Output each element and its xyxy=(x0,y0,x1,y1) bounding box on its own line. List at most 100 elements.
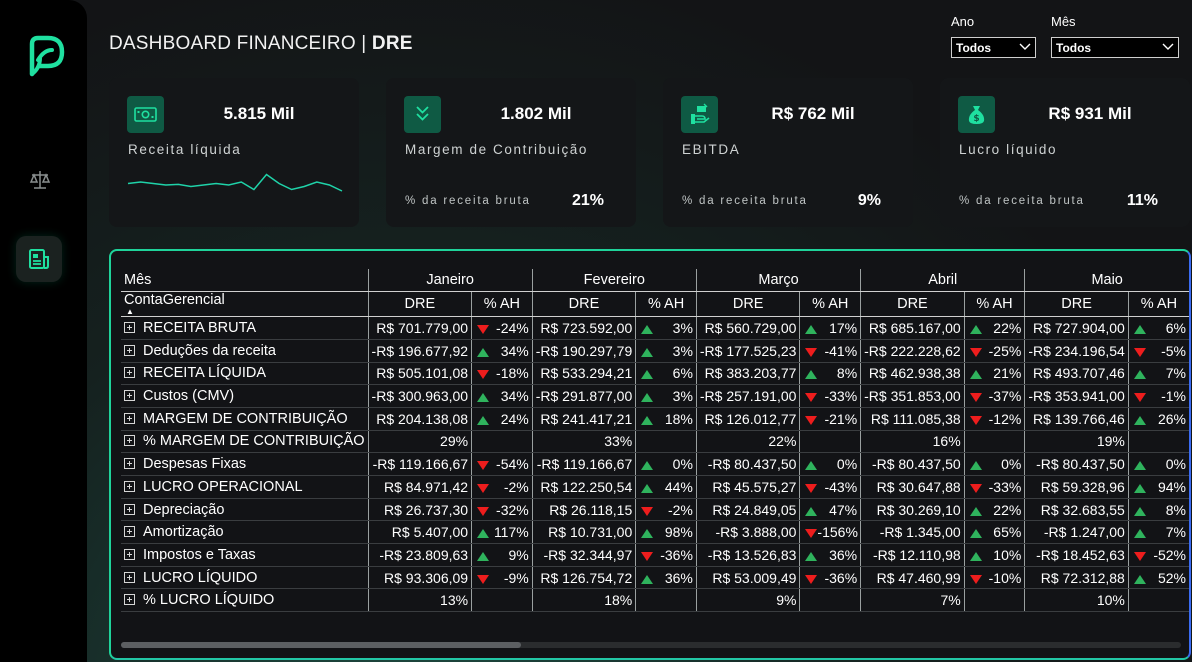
arrow-up-icon xyxy=(969,370,982,380)
ah-value-text: -54% xyxy=(496,456,529,473)
month-header[interactable]: Abril xyxy=(860,269,1025,293)
arrow-up-icon xyxy=(969,506,982,516)
dre-value-cell: -R$ 80.437,50 xyxy=(1024,452,1129,476)
expand-icon[interactable] xyxy=(124,458,135,470)
ah-value-cell xyxy=(799,588,861,613)
dre-matrix: Mês Janeiro Fevereiro Março Abril Maio Conta… xyxy=(121,269,1189,613)
month-header[interactable]: Março xyxy=(695,269,861,293)
column-header-dre[interactable]: DRE xyxy=(1024,291,1129,318)
sort-asc-icon[interactable]: ▲ xyxy=(126,307,134,317)
corner-header-conta[interactable]: ContaGerencial ▲ xyxy=(121,291,369,318)
ah-value-cell: -52% xyxy=(1127,543,1189,567)
ah-value-cell: 24% xyxy=(471,407,533,431)
ah-value-cell: 10% xyxy=(963,543,1025,567)
expand-icon[interactable] xyxy=(124,412,135,424)
dre-value-cell: R$ 30.647,88 xyxy=(860,475,965,499)
ah-value-cell xyxy=(963,430,1025,454)
dre-value-cell: R$ 533.294,21 xyxy=(531,362,636,386)
ah-value-cell: 65% xyxy=(963,520,1025,545)
expand-icon[interactable] xyxy=(124,367,135,379)
ah-value-cell: 44% xyxy=(635,475,697,499)
ah-value-text: 22% xyxy=(993,320,1022,337)
sidebar-item-report[interactable] xyxy=(16,236,62,282)
dre-value-cell: -R$ 291.877,00 xyxy=(531,384,636,408)
expand-icon[interactable] xyxy=(124,480,135,492)
scale-icon[interactable] xyxy=(28,168,52,192)
ah-value-cell xyxy=(471,588,533,613)
column-header-ah[interactable]: % AH xyxy=(799,291,861,318)
ah-value-cell: 21% xyxy=(963,362,1025,386)
arrow-down-icon xyxy=(1133,347,1146,357)
row-label: LUCRO OPERACIONAL xyxy=(121,475,369,499)
arrow-up-icon xyxy=(1133,325,1146,335)
dre-value-cell: R$ 59.328,96 xyxy=(1024,475,1129,499)
money-icon xyxy=(134,107,157,122)
expand-icon[interactable] xyxy=(124,390,135,402)
arrow-up-icon xyxy=(969,529,982,539)
column-header-ah[interactable]: % AH xyxy=(963,291,1025,318)
corner-header-mes[interactable]: Mês xyxy=(121,269,369,293)
column-header-dre[interactable]: DRE xyxy=(695,291,800,318)
arrow-down-icon xyxy=(477,461,490,471)
kpi-sub-label: % da receita bruta xyxy=(959,195,1085,207)
ah-value-cell: -156% xyxy=(799,520,861,545)
month-header[interactable]: Fevereiro xyxy=(531,269,697,293)
row-label-text: LUCRO LÍQUIDO xyxy=(143,569,258,586)
arrow-up-icon xyxy=(969,325,982,335)
dre-value-cell: 29% xyxy=(367,430,472,454)
ah-value-cell xyxy=(635,588,697,613)
dre-value-cell: 13% xyxy=(367,588,472,613)
ah-value-text: 65% xyxy=(993,524,1022,541)
row-label-text: Amortização xyxy=(143,524,224,541)
row-label: Despesas Fixas xyxy=(121,452,369,476)
horizontal-scrollbar[interactable] xyxy=(121,642,1181,648)
row-label-text: Depreciação xyxy=(143,501,225,518)
expand-icon[interactable] xyxy=(124,571,135,583)
arrow-up-icon xyxy=(641,529,654,539)
ah-value-text: -36% xyxy=(660,546,693,563)
row-label: Custos (CMV) xyxy=(121,384,369,408)
arrow-down-icon xyxy=(969,483,982,493)
chevrons-down-icon xyxy=(416,106,429,121)
expand-icon[interactable] xyxy=(124,526,135,538)
kpi-percent: 11% xyxy=(1126,192,1158,209)
column-header-ah[interactable]: % AH xyxy=(635,291,697,318)
ah-value-cell: -36% xyxy=(635,543,697,567)
ah-value-cell: -43% xyxy=(799,475,861,499)
column-header-dre[interactable]: DRE xyxy=(531,291,636,318)
expand-icon[interactable] xyxy=(124,548,135,560)
column-header-dre[interactable]: DRE xyxy=(860,291,965,318)
expand-icon[interactable] xyxy=(124,435,135,447)
column-header-ah[interactable]: % AH xyxy=(1127,291,1189,318)
expand-icon[interactable] xyxy=(124,594,135,606)
ah-value-cell: 0% xyxy=(635,452,697,476)
arrow-down-icon xyxy=(805,393,818,403)
dre-value-cell: R$ 505.101,08 xyxy=(367,362,472,386)
ah-value-text: 0% xyxy=(1001,456,1022,473)
ah-value-cell: 26% xyxy=(1127,407,1189,431)
ah-value-text: 7% xyxy=(1165,524,1186,541)
svg-text:$: $ xyxy=(973,114,979,124)
dre-value-cell: -R$ 222.228,62 xyxy=(860,339,965,363)
kpi-label: Receita líquida xyxy=(128,142,242,157)
column-header-dre[interactable]: DRE xyxy=(367,291,472,318)
ah-value-cell: 94% xyxy=(1127,475,1189,499)
table-row: Despesas Fixas -R$ 119.166,67 -54% -R$ 119.… xyxy=(121,452,1189,476)
kpi-sub-label: % da receita bruta xyxy=(682,195,808,207)
expand-icon[interactable] xyxy=(124,344,135,356)
ah-value-text: 6% xyxy=(672,365,693,382)
kpi-card-margem: 1.802 Mil Margem de Contribuição % da re… xyxy=(386,78,636,227)
expand-icon[interactable] xyxy=(124,322,135,334)
month-header[interactable]: Maio xyxy=(1024,269,1189,293)
chevron-down-icon xyxy=(1162,43,1174,50)
filter-ano-select[interactable]: Todos xyxy=(951,37,1036,58)
expand-icon[interactable] xyxy=(124,503,135,515)
ah-value-text: -43% xyxy=(824,478,858,495)
scrollbar-thumb[interactable] xyxy=(121,642,521,648)
month-header[interactable]: Janeiro xyxy=(367,269,533,293)
column-header-ah[interactable]: % AH xyxy=(471,291,533,318)
dre-value-cell: R$ 701.779,00 xyxy=(367,316,472,340)
filter-mes-select[interactable]: Todos xyxy=(1051,37,1179,58)
arrow-up-icon xyxy=(805,370,818,380)
dre-value-cell: -R$ 351.853,00 xyxy=(860,384,965,408)
